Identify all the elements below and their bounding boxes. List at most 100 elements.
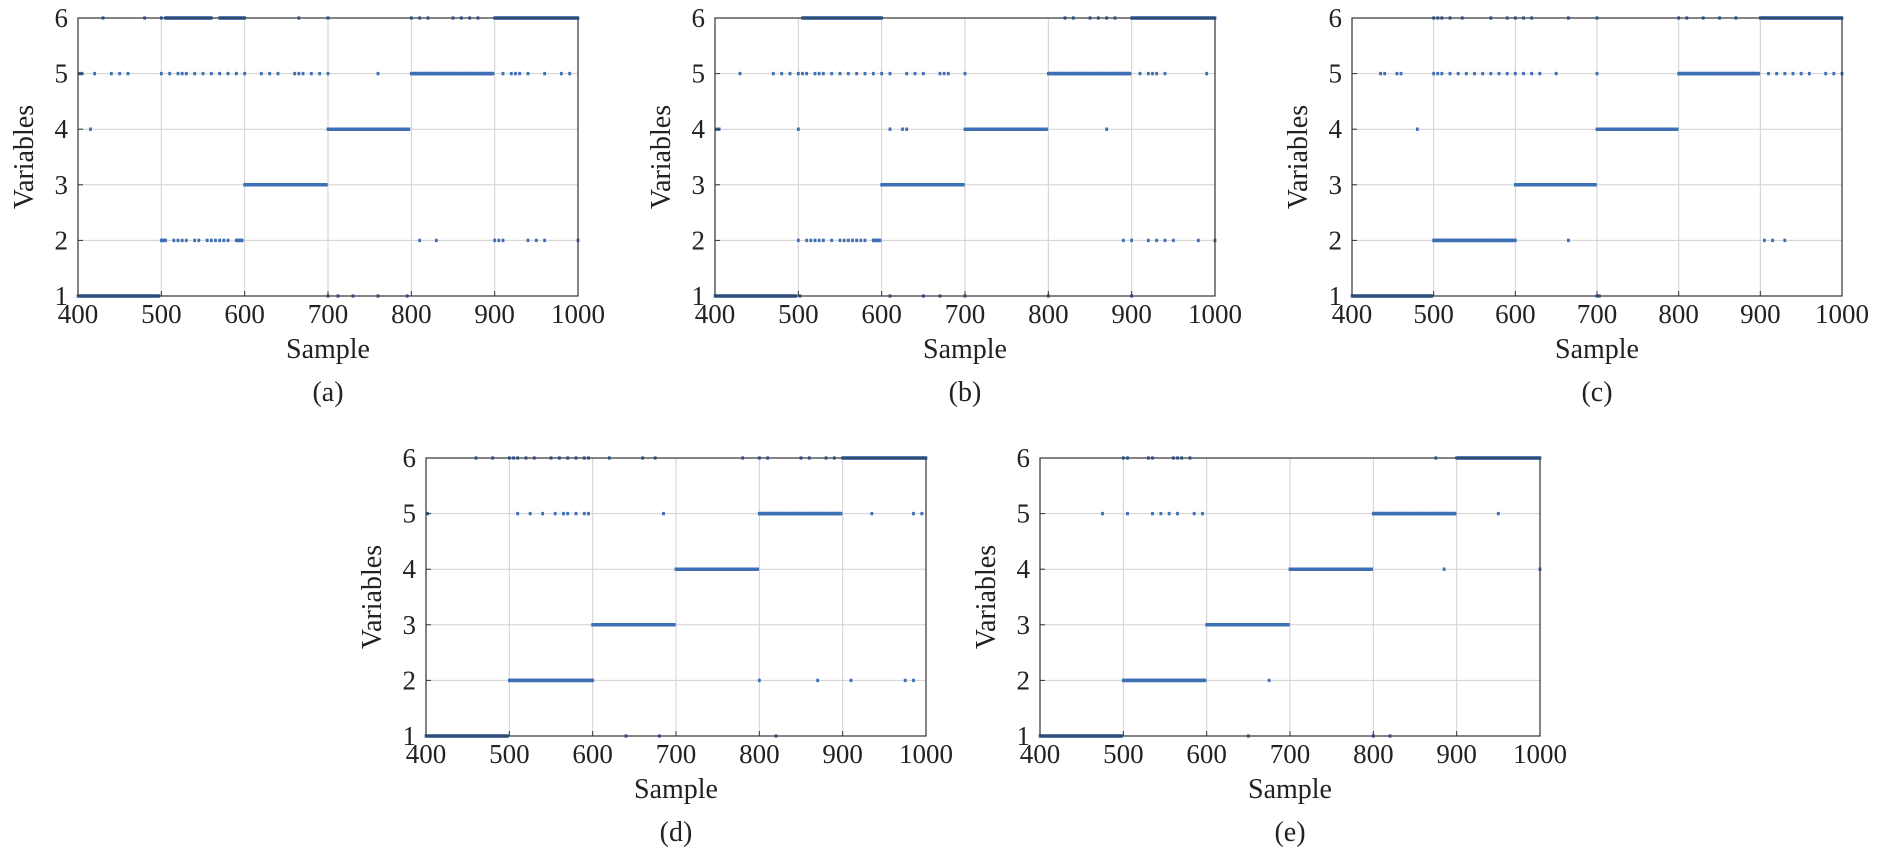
y-tick-label: 5 [692, 59, 706, 89]
data-point [1595, 71, 1599, 76]
y-tick-label: 3 [403, 610, 417, 640]
data-point [89, 127, 92, 131]
x-tick-label: 600 [861, 299, 902, 329]
x-tick-label: 900 [1740, 299, 1781, 329]
panel-caption: (d) [660, 817, 693, 848]
x-tick-label: 1000 [1188, 299, 1242, 329]
y-axis-label: Variables [1283, 105, 1314, 209]
data-point [1440, 71, 1444, 76]
y-tick-label: 1 [1017, 721, 1031, 751]
data-point [568, 71, 572, 76]
data-point [1481, 71, 1485, 76]
data-point [168, 71, 172, 76]
data-point [1554, 71, 1558, 76]
data-point [407, 127, 411, 131]
x-tick-label: 600 [224, 299, 265, 329]
x-tick-label: 700 [656, 739, 697, 769]
x-tick-label: 600 [1495, 299, 1536, 329]
data-point [205, 238, 209, 243]
data-point [562, 511, 565, 516]
data-point [871, 71, 875, 76]
data-point [1513, 71, 1517, 76]
y-tick-label: 4 [692, 114, 706, 144]
data-point [1159, 511, 1163, 516]
panel-caption: (c) [1581, 377, 1612, 408]
y-tick-label: 3 [1017, 610, 1031, 640]
x-tick-label: 600 [1186, 739, 1227, 769]
data-point [184, 238, 188, 243]
data-point [309, 71, 313, 76]
data-point [813, 238, 817, 243]
panel-caption: (b) [949, 377, 982, 408]
data-point [809, 238, 813, 243]
data-point [591, 678, 595, 683]
data-point [963, 71, 967, 76]
data-point [1399, 71, 1403, 76]
data-point [905, 71, 909, 76]
data-point [176, 238, 180, 243]
data-point [1045, 127, 1049, 131]
data-point [226, 71, 230, 76]
x-tick-label: 700 [1577, 299, 1618, 329]
data-point [870, 511, 874, 516]
data-point [509, 71, 513, 76]
data-point [921, 71, 925, 76]
data-point [526, 71, 530, 76]
y-tick-label: 2 [403, 665, 417, 695]
data-point [180, 238, 184, 243]
data-point [1522, 71, 1525, 76]
data-point [109, 71, 113, 76]
data-point [805, 238, 809, 243]
data-point [1101, 511, 1104, 516]
data-point [1832, 71, 1836, 76]
x-tick-label: 800 [739, 739, 780, 769]
y-tick-label: 6 [55, 3, 69, 33]
x-tick-label: 700 [945, 299, 986, 329]
data-point [1128, 71, 1132, 76]
y-axis-label: Variables [646, 105, 677, 209]
data-point [1151, 511, 1154, 516]
data-point [859, 238, 863, 243]
x-axis-label: Sample [1248, 774, 1332, 805]
data-point [159, 71, 163, 76]
data-point [771, 71, 775, 76]
data-point [780, 71, 784, 76]
x-tick-label: 600 [572, 739, 613, 769]
data-point [1171, 238, 1175, 243]
x-tick-label: 800 [1353, 739, 1394, 769]
data-point [1163, 238, 1167, 243]
data-point [93, 71, 97, 76]
data-point [497, 238, 501, 243]
x-tick-label: 700 [308, 299, 349, 329]
y-tick-label: 4 [1329, 114, 1343, 144]
data-point [838, 238, 842, 243]
data-point [218, 238, 222, 243]
data-point [788, 71, 792, 76]
data-point [1567, 238, 1570, 243]
data-point [493, 238, 497, 243]
data-point [222, 238, 226, 243]
data-point [582, 511, 586, 516]
data-point [1267, 678, 1271, 683]
x-tick-label: 400 [1020, 739, 1061, 769]
y-tick-label: 2 [1017, 665, 1031, 695]
data-point [816, 678, 820, 683]
y-tick-label: 4 [403, 554, 417, 584]
data-point [243, 71, 247, 76]
x-tick-label: 1000 [1513, 739, 1567, 769]
data-point [376, 71, 380, 76]
y-axis-label: Variables [9, 105, 40, 209]
data-point [418, 238, 422, 243]
data-point [905, 127, 909, 131]
data-point [1146, 71, 1150, 76]
data-point [842, 238, 846, 243]
data-point [293, 71, 297, 76]
data-point [1205, 71, 1209, 76]
data-point [946, 71, 950, 76]
data-point [1415, 127, 1419, 131]
data-point [1105, 127, 1109, 131]
x-tick-label: 400 [58, 299, 99, 329]
x-tick-label: 400 [1332, 299, 1373, 329]
panel-caption: (a) [312, 377, 343, 408]
